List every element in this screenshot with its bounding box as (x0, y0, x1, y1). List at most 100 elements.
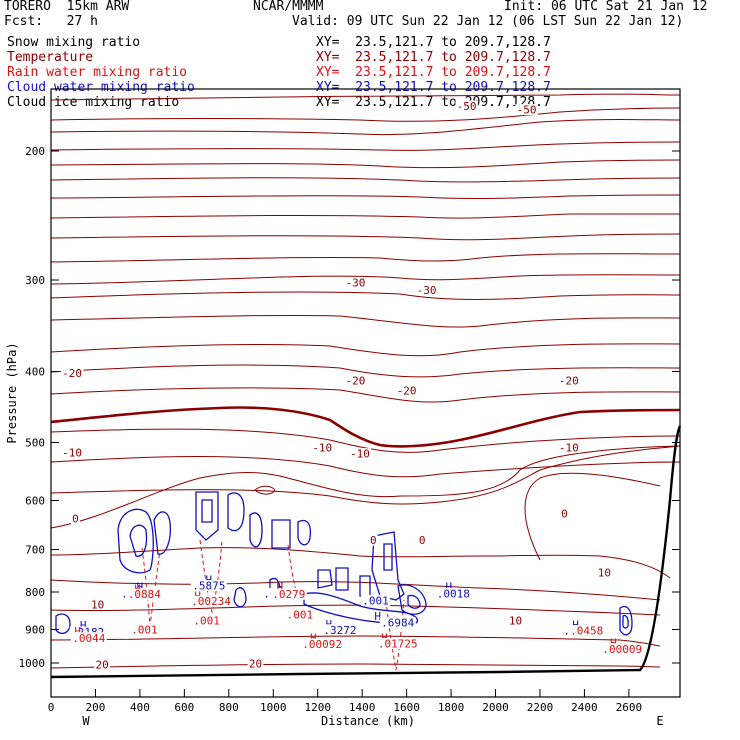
cloud-water-contour (397, 584, 427, 615)
temperature-contour-label: 0 (370, 534, 377, 547)
temperature-contour-label: -30 (417, 284, 437, 297)
temperature-contour (50, 387, 681, 403)
temperature-contour (50, 253, 681, 263)
legend-temperature: Temperature (7, 50, 94, 65)
x-tick-label: 1800 (438, 701, 465, 714)
temperature-contour (50, 314, 681, 328)
x-tick-label: 2600 (616, 701, 643, 714)
temperature-contour-label-bg (507, 615, 524, 627)
temperature-contour-label-bg (368, 534, 378, 546)
cloud-water-contour (195, 491, 219, 541)
temperature-contour-label: -10 (350, 448, 370, 461)
temperature-contour-label: -50 (457, 100, 477, 113)
east-label: E (656, 714, 663, 728)
cloud-water-contour (297, 519, 312, 546)
temperature-contour-label: 0 (419, 534, 426, 547)
model-title: TORERO 15km ARW (4, 0, 130, 14)
cloud-water-label-bg (360, 594, 391, 606)
temperature-contour-label: 10 (509, 615, 522, 628)
temperature-contour-label: 0 (561, 508, 568, 521)
cloud-water-label: .5875 (192, 580, 225, 593)
legend-snow: Snow mixing ratio (7, 35, 141, 50)
temperature-contour-label-bg (60, 367, 84, 379)
temperature-contour (50, 428, 681, 453)
temperature-contour-label: 0 (72, 513, 79, 526)
legend-rain-xy: XY= 23.5,121.7 to 209.7,128.7 (316, 65, 551, 80)
temperature-contour-label-bg (60, 446, 84, 458)
cloud-water-contour (129, 524, 148, 557)
valid-time: Valid: 09 UTC Sun 22 Jan 12 (06 LST Sun … (292, 14, 684, 29)
rain-water-label: .00092 (302, 638, 342, 651)
cloud-water-label-bg (190, 580, 227, 592)
temperature-contour-label: 20 (249, 658, 262, 671)
temperature-contour-label-bg (344, 375, 367, 387)
legend-rain: Rain water mixing ratio (7, 65, 188, 80)
cloud-water-label: H (446, 581, 453, 594)
temperature-contour (50, 194, 681, 200)
rain-water-label: .001 (131, 623, 158, 636)
cloud-water-label: .0018 (437, 587, 470, 600)
temperature-contour (50, 456, 681, 478)
rain-water-label: .0884 (128, 588, 161, 601)
y-axis-label: Pressure (hPa) (5, 342, 19, 443)
distance-axis: 0 200 400 600 800 1000 1200 1400 1600 1800 2000 220… (48, 689, 642, 714)
cloud-water-label: .001 (362, 594, 389, 607)
x-tick-label: 2200 (527, 701, 554, 714)
rain-dashed-contour (287, 544, 297, 591)
cloud-water-contour (622, 614, 629, 629)
temperature-contour-label: -20 (346, 375, 366, 388)
y-tick-label: 700 (25, 544, 45, 557)
temperature-contour-label-bg (415, 284, 438, 296)
cloud-water-label: .6984 (381, 617, 414, 630)
cloud-water-label-bg (69, 626, 106, 638)
temperature-contour (50, 119, 681, 136)
x-tick-label: 2000 (482, 701, 509, 714)
cloud-water-contours (55, 491, 633, 636)
cloud-water-label: H (326, 618, 333, 631)
temperature-contour (50, 159, 681, 169)
temperature-contour-label-bg (417, 534, 427, 546)
temperature-contour (50, 107, 681, 122)
rain-water-label-bg (285, 608, 315, 620)
forecast-hour: Fcst: 27 h (4, 14, 98, 29)
temperature-contour-label-bg (89, 598, 106, 610)
legend-snow-xy: XY= 23.5,121.7 to 209.7,128.7 (316, 35, 551, 50)
y-tick-label: 500 (25, 436, 45, 449)
temperature-contour (50, 291, 681, 300)
freezing-level-contour (50, 406, 681, 448)
y-tick-label: 800 (25, 586, 45, 599)
x-tick-label: 1000 (260, 701, 287, 714)
y-tick-label: 1000 (19, 657, 46, 670)
init-time: Init: 06 UTC Sat 21 Jan 12 (504, 0, 708, 14)
cloud-water-label: .3272 (323, 624, 356, 637)
temperature-contour-label: -30 (346, 277, 366, 290)
rain-water-label-bg (376, 638, 420, 650)
temperature-contour (50, 93, 681, 101)
rain-water-label: .0279 (272, 588, 305, 601)
temperature-contour-label: -20 (62, 367, 82, 380)
rain-water-label: .001 (287, 608, 314, 621)
temperature-contour-label-bg (596, 566, 613, 578)
rain-water-label: H (74, 625, 81, 638)
legend-temperature-xy: XY= 23.5,121.7 to 209.7,128.7 (316, 50, 551, 65)
temperature-contour-label-bg (348, 448, 372, 460)
west-label: W (82, 714, 90, 728)
x-tick-label: 600 (174, 701, 194, 714)
x-tick-label: 2400 (571, 701, 598, 714)
y-tick-label: 200 (25, 145, 45, 158)
cloud-water-label: H (277, 581, 284, 594)
temperature-contour (50, 213, 680, 219)
rain-water-label: H (381, 631, 388, 644)
x-tick-label: 800 (219, 701, 239, 714)
x-tick-label: 400 (130, 701, 150, 714)
plot-frame (50, 88, 682, 698)
temperature-contour-label: -20 (559, 375, 579, 388)
cloud-water-contour (359, 575, 371, 597)
cloud-water-contour (271, 519, 291, 549)
rain-water-label: .001 (193, 615, 220, 628)
temperature-contour (50, 663, 661, 669)
cloud-water-contour (55, 613, 71, 635)
temperature-contour-label: -10 (312, 442, 332, 455)
temperature-contour (50, 274, 681, 285)
